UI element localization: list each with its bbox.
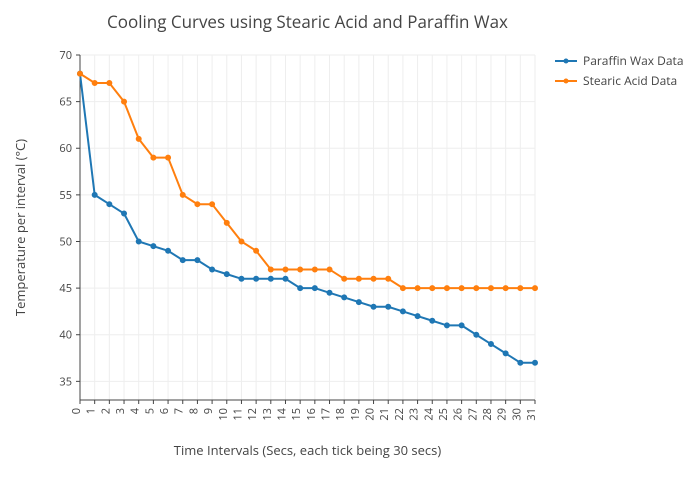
svg-text:27: 27	[465, 408, 480, 421]
svg-text:40: 40	[59, 328, 72, 343]
svg-text:55: 55	[59, 188, 72, 203]
svg-text:26: 26	[451, 408, 466, 421]
svg-text:4: 4	[128, 407, 143, 414]
chart-container: 3540455055606570012345678910111213141516…	[0, 0, 700, 500]
svg-text:25: 25	[436, 408, 451, 421]
svg-text:20: 20	[363, 408, 378, 421]
svg-text:Time Intervals (Secs, each tic: Time Intervals (Secs, each tick being 30…	[174, 441, 442, 459]
svg-text:8: 8	[186, 408, 201, 414]
svg-text:0: 0	[69, 408, 84, 414]
svg-text:17: 17	[319, 408, 334, 421]
svg-text:Temperature per interval (°C): Temperature per interval (°C)	[11, 139, 29, 316]
svg-text:35: 35	[59, 374, 72, 389]
svg-text:13: 13	[260, 408, 275, 421]
svg-text:23: 23	[407, 408, 422, 421]
svg-text:1: 1	[84, 408, 99, 414]
svg-text:19: 19	[348, 408, 363, 421]
svg-text:12: 12	[245, 408, 260, 421]
svg-text:30: 30	[509, 408, 524, 421]
svg-text:29: 29	[495, 408, 510, 421]
svg-text:28: 28	[480, 408, 495, 421]
svg-text:Cooling Curves using Stearic A: Cooling Curves using Stearic Acid and Pa…	[107, 10, 508, 33]
svg-text:11: 11	[230, 408, 245, 421]
svg-text:5: 5	[142, 408, 157, 414]
svg-text:24: 24	[421, 407, 436, 420]
svg-text:9: 9	[201, 408, 216, 414]
svg-text:2: 2	[98, 408, 113, 414]
svg-text:18: 18	[333, 408, 348, 421]
svg-text:10: 10	[216, 408, 231, 421]
svg-text:15: 15	[289, 408, 304, 421]
svg-text:7: 7	[172, 408, 187, 414]
svg-text:14: 14	[274, 407, 289, 420]
svg-text:60: 60	[59, 141, 72, 156]
svg-text:70: 70	[59, 48, 72, 63]
svg-text:65: 65	[59, 95, 72, 110]
svg-text:21: 21	[377, 408, 392, 421]
svg-text:Paraffin Wax Data: Paraffin Wax Data	[583, 52, 684, 69]
svg-text:45: 45	[59, 281, 72, 296]
svg-text:6: 6	[157, 408, 172, 414]
svg-text:Stearic Acid Data: Stearic Acid Data	[583, 72, 677, 89]
svg-text:31: 31	[524, 408, 539, 421]
chart-svg: 3540455055606570012345678910111213141516…	[0, 0, 700, 500]
svg-text:16: 16	[304, 408, 319, 421]
svg-text:22: 22	[392, 408, 407, 421]
svg-text:50: 50	[59, 234, 72, 249]
svg-text:3: 3	[113, 408, 128, 414]
